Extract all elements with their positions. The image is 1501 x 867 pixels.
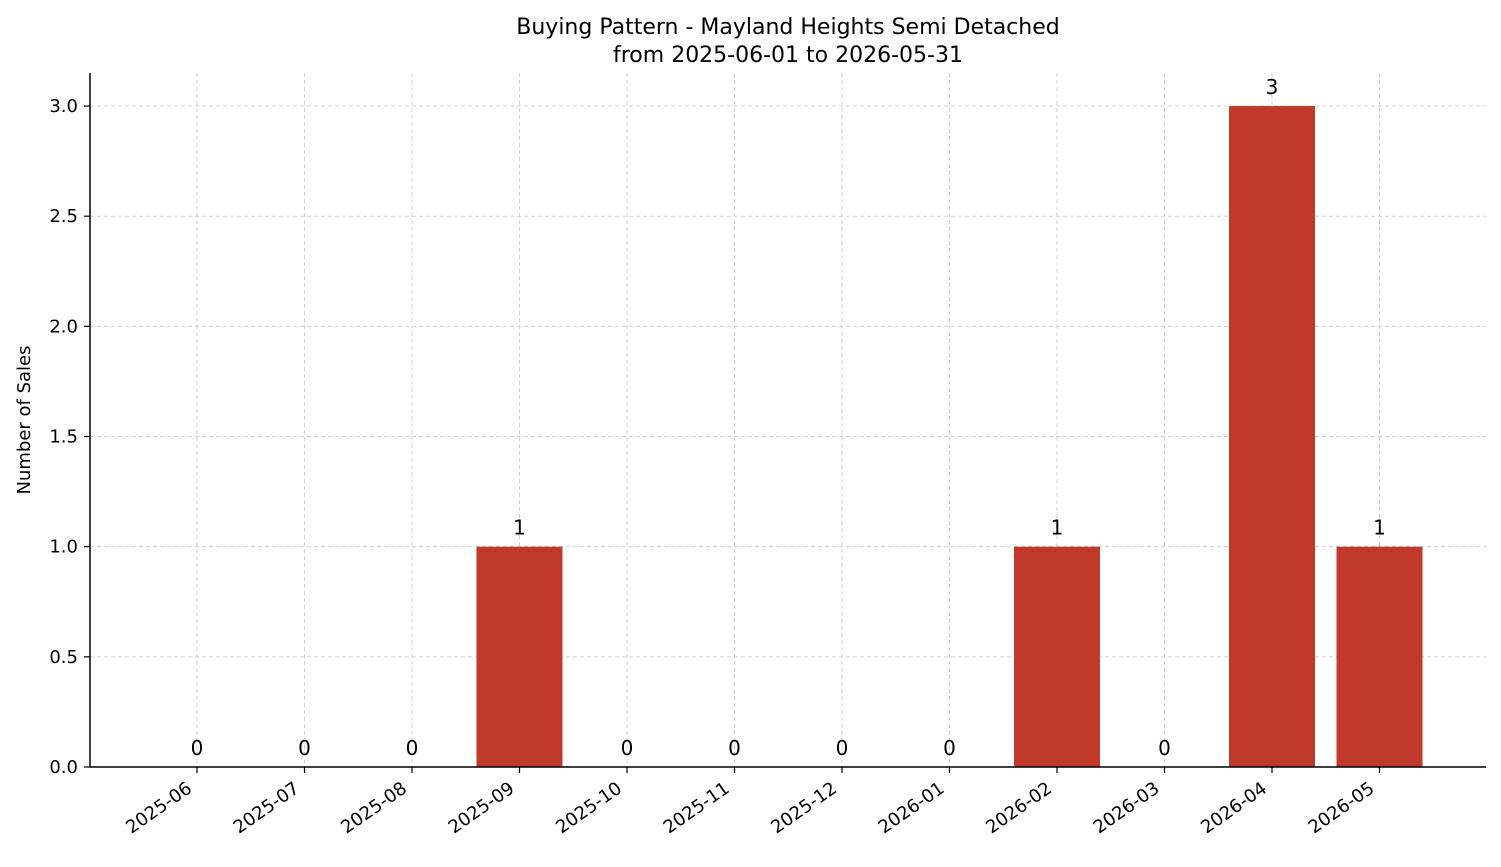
data-label-2025-11: 0 (728, 736, 741, 760)
y-tick-label: 2.5 (49, 206, 78, 227)
data-label-2026-02: 1 (1051, 516, 1064, 540)
y-tick-label: 0.5 (49, 647, 78, 668)
data-label-2025-12: 0 (836, 736, 849, 760)
x-tick-label: 2025-08 (337, 778, 411, 838)
x-tick-label: 2026-03 (1090, 778, 1164, 838)
x-tick-label: 2026-02 (982, 778, 1056, 838)
bar-2026-04 (1229, 106, 1315, 768)
data-label-2025-07: 0 (298, 736, 311, 760)
data-label-2026-03: 0 (1158, 736, 1171, 760)
y-tick-label: 1.0 (49, 537, 78, 558)
data-label-2026-04: 3 (1266, 75, 1279, 99)
y-tick-label: 3.0 (49, 96, 78, 117)
y-tick-label: 0.0 (49, 757, 78, 778)
x-tick-label: 2025-11 (660, 778, 734, 838)
x-tick-label: 2025-12 (767, 778, 841, 838)
x-tick-label: 2025-06 (122, 778, 196, 838)
bar-2025-09 (476, 546, 563, 767)
bar-2026-05 (1336, 546, 1423, 767)
data-label-2026-05: 1 (1373, 516, 1386, 540)
data-label-2025-10: 0 (621, 736, 634, 760)
y-axis-label: Number of Sales (14, 345, 35, 494)
y-tick-label: 2.0 (49, 316, 78, 337)
axes (89, 73, 1486, 768)
data-label-2025-06: 0 (191, 736, 204, 760)
chart-title: Buying Pattern - Mayland Heights Semi De… (516, 15, 1059, 40)
data-label-2025-09: 1 (513, 516, 526, 540)
x-tick-label: 2025-09 (445, 778, 519, 838)
chart-subtitle: from 2025-06-01 to 2026-05-31 (613, 43, 963, 68)
bar-2026-02 (1014, 546, 1100, 767)
bars (476, 106, 1423, 768)
data-label-2026-01: 0 (943, 736, 956, 760)
x-tick-label: 2026-01 (875, 778, 949, 838)
data-label-2025-08: 0 (406, 736, 419, 760)
x-tick-label: 2026-05 (1305, 778, 1379, 838)
x-tick-label: 2026-04 (1197, 778, 1271, 838)
ticks: 0.0 0.5 1.0 1.5 2.0 2.5 3.0 0 2025-06 0 2025-07 0 20… (49, 75, 1386, 838)
x-tick-label: 2025-07 (230, 778, 304, 838)
x-tick-label: 2025-10 (552, 778, 626, 838)
y-tick-label: 1.5 (49, 427, 78, 448)
